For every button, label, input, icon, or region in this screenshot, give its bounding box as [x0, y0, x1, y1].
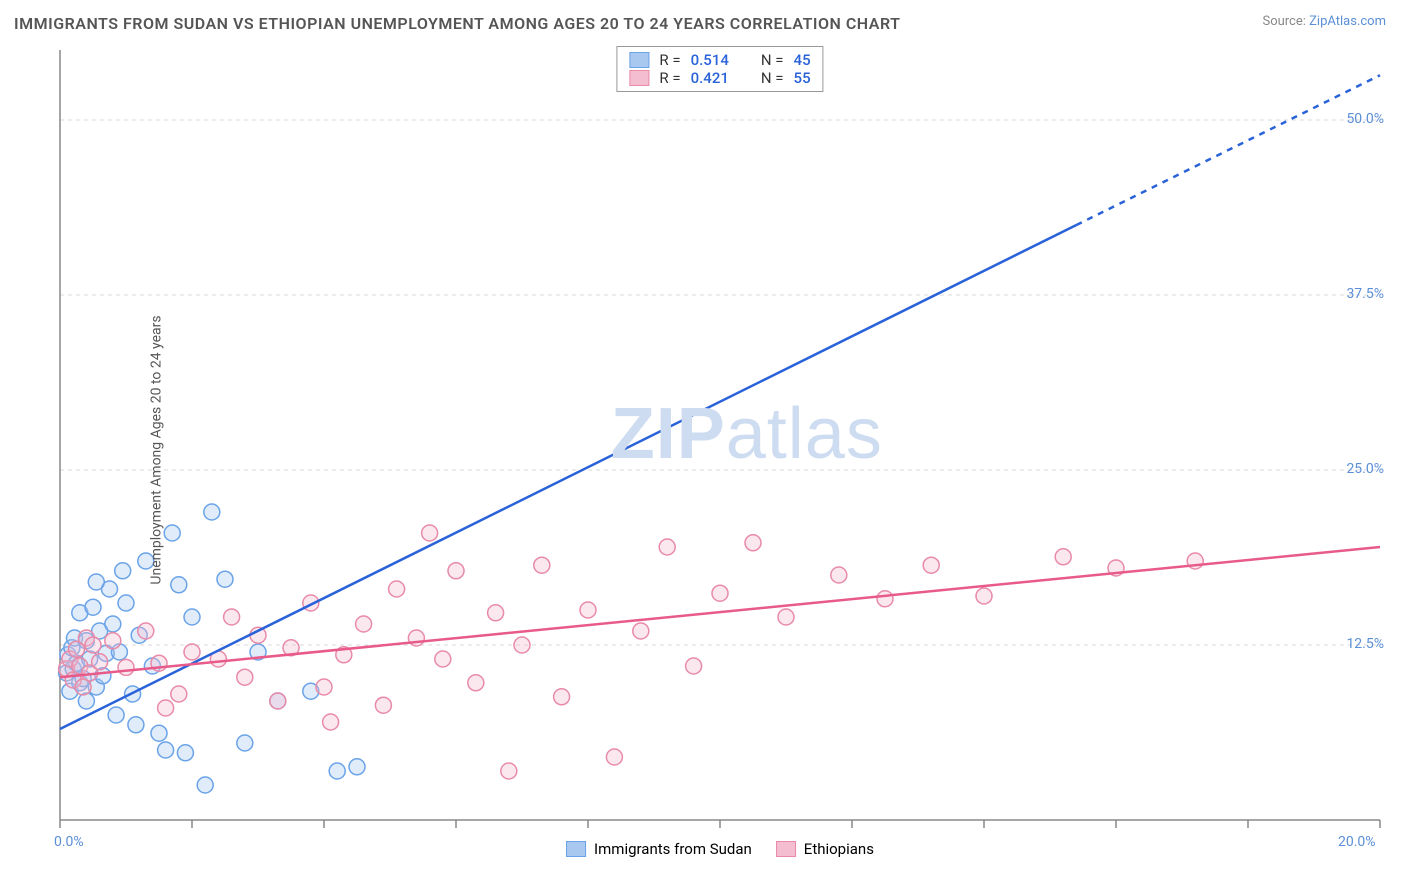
- legend-correlation: R = 0.514 N = 45 R = 0.421 N = 55: [616, 46, 823, 92]
- chart-title: IMMIGRANTS FROM SUDAN VS ETHIOPIAN UNEMP…: [14, 14, 900, 33]
- y-axis-label: Unemployment Among Ages 20 to 24 years: [149, 315, 165, 584]
- legend-bottom-swatch-1: [776, 841, 796, 857]
- x-axis-max-label: 20.0%: [1338, 834, 1376, 850]
- y-tick-label: 50.0%: [1346, 111, 1384, 127]
- chart-container: Unemployment Among Ages 20 to 24 years Z…: [50, 40, 1390, 860]
- legend-r-label-0: R =: [659, 51, 680, 69]
- legend-swatch-0: [629, 52, 649, 68]
- legend-r-value-0: 0.514: [691, 51, 729, 69]
- legend-row-0: R = 0.514 N = 45: [629, 51, 810, 69]
- source-link[interactable]: ZipAtlas.com: [1309, 14, 1386, 29]
- legend-n-label-1: N =: [761, 69, 784, 87]
- legend-bottom-swatch-0: [566, 841, 586, 857]
- legend-n-value-0: 45: [794, 51, 811, 69]
- legend-bottom-item-0: Immigrants from Sudan: [566, 840, 752, 858]
- legend-n-value-1: 55: [794, 69, 811, 87]
- y-tick-label: 12.5%: [1346, 636, 1384, 652]
- legend-r-label-1: R =: [659, 69, 680, 87]
- source-attribution: Source: ZipAtlas.com: [1262, 14, 1386, 29]
- source-prefix: Source:: [1262, 14, 1309, 29]
- legend-series: Immigrants from Sudan Ethiopians: [566, 840, 874, 858]
- x-axis-min-label: 0.0%: [54, 834, 84, 850]
- legend-bottom-item-1: Ethiopians: [776, 840, 874, 858]
- legend-bottom-label-0: Immigrants from Sudan: [594, 840, 752, 858]
- y-tick-label: 37.5%: [1346, 286, 1384, 302]
- legend-swatch-1: [629, 70, 649, 86]
- legend-row-1: R = 0.421 N = 55: [629, 69, 810, 87]
- legend-bottom-label-1: Ethiopians: [804, 840, 874, 858]
- legend-n-label-0: N =: [761, 51, 784, 69]
- y-tick-label: 25.0%: [1346, 461, 1384, 477]
- legend-r-value-1: 0.421: [691, 69, 729, 87]
- scatter-chart-svg: [50, 40, 1390, 860]
